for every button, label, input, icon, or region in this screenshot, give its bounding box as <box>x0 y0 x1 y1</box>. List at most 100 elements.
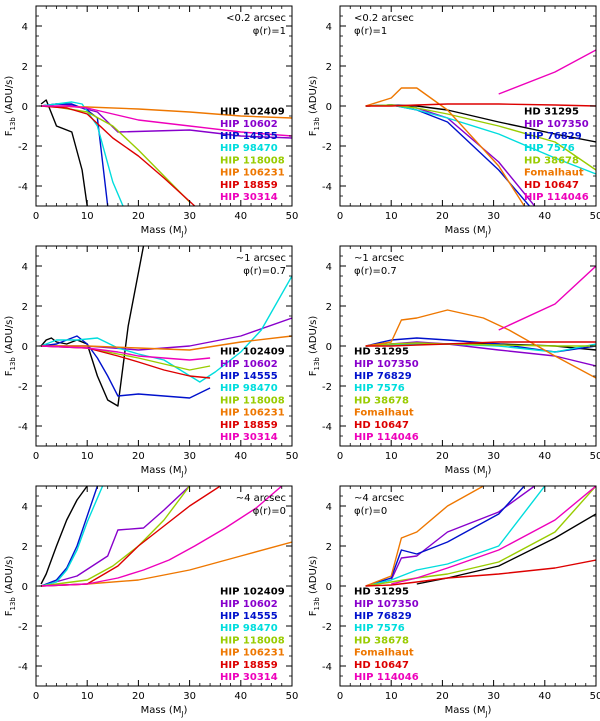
chart-panel-6: 0 10 20 30 40 50 -4 -2 0 2 4 Mass (MJ) F13b (ADU/s) ~… <box>308 485 600 718</box>
x-tick-label: 0 <box>33 691 39 702</box>
legend-entry-7: HIP 18859 <box>220 660 278 671</box>
series-line-7 <box>41 486 221 587</box>
series-line-7 <box>365 341 596 347</box>
y-tick-label: 2 <box>326 542 332 553</box>
annotation-line-1: ~1 arcsec <box>236 253 286 264</box>
y-tick-label: 0 <box>22 342 28 353</box>
y-tick-label: 2 <box>22 62 28 73</box>
x-tick-label: 30 <box>183 211 196 222</box>
series-line-4 <box>40 486 104 587</box>
x-tick-label: 40 <box>234 211 247 222</box>
legend-entry-4: HIP 7576 <box>524 143 575 154</box>
legend-entry-2: HIP 10602 <box>220 359 278 370</box>
legend-entry-4: HIP 98470 <box>220 383 278 394</box>
x-tick-label: 0 <box>337 691 343 702</box>
legend-entry-5: HD 38678 <box>354 395 409 406</box>
annotation-line-1: ~4 arcsec <box>354 493 404 504</box>
series-line-7 <box>365 559 596 587</box>
x-tick-label: 20 <box>132 211 145 222</box>
y-tick-label: 4 <box>326 502 332 513</box>
series-line-5 <box>41 486 191 587</box>
series-group <box>40 99 292 206</box>
y-tick-label: -2 <box>322 382 332 393</box>
chart-panel-1: 0 10 20 30 40 50 -4 -2 0 2 4 Mass (MJ) F13b (ADU/s) <… <box>4 5 299 238</box>
x-axis-label: Mass (MJ) <box>141 225 188 238</box>
legend-entry-8: HIP 30314 <box>220 432 278 443</box>
annotation-line-1: <0.2 arcsec <box>226 13 286 24</box>
x-tick-label: 50 <box>590 691 600 702</box>
chart-panel-4: 0 10 20 30 40 50 -4 -2 0 2 4 Mass (MJ) F13b (ADU/s) ~… <box>308 245 600 478</box>
y-tick-label: 0 <box>326 342 332 353</box>
series-line-8 <box>41 486 283 587</box>
y-tick-label: 0 <box>326 582 332 593</box>
y-tick-label: 2 <box>326 62 332 73</box>
legend-entry-1: HD 31295 <box>354 347 409 358</box>
annotation-line-2: φ(r)=1 <box>253 26 286 37</box>
legend-entry-5: HIP 118008 <box>220 635 285 646</box>
legend-entry-2: HIP 10602 <box>220 599 278 610</box>
series-line-5 <box>365 104 596 171</box>
series-line-6 <box>365 486 484 587</box>
series-line-6 <box>365 87 525 206</box>
y-axis-label: F13b (ADU/s) <box>4 316 17 377</box>
y-tick-label: 4 <box>22 502 28 513</box>
legend-entry-3: HIP 14555 <box>220 371 278 382</box>
y-tick-label: 0 <box>22 102 28 113</box>
legend-entry-8: HIP 114046 <box>524 192 589 203</box>
series-line-1 <box>40 246 145 407</box>
series-line-3 <box>40 486 99 587</box>
x-tick-label: 50 <box>286 211 299 222</box>
series-group <box>365 486 596 587</box>
legend-entry-2: HIP 107350 <box>354 359 419 370</box>
legend-entry-5: HIP 118008 <box>220 155 285 166</box>
legend-entry-4: HIP 98470 <box>220 623 278 634</box>
legend-entry-2: HIP 107350 <box>354 599 419 610</box>
y-axis-label: F13b (ADU/s) <box>4 556 17 617</box>
y-tick-label: 0 <box>326 102 332 113</box>
y-tick-label: -4 <box>18 662 28 673</box>
series-line-6 <box>365 309 596 379</box>
y-tick-label: 2 <box>22 302 28 313</box>
series-line-2 <box>41 317 292 351</box>
y-tick-label: 0 <box>22 582 28 593</box>
annotation-line-2: φ(r)=0.7 <box>243 266 286 277</box>
y-tick-label: -4 <box>322 662 332 673</box>
x-tick-label: 0 <box>337 451 343 462</box>
annotation-line-2: φ(r)=1 <box>354 26 387 37</box>
series-line-7 <box>365 103 596 107</box>
legend-entry-6: Fomalhaut <box>354 408 414 419</box>
x-tick-label: 20 <box>436 211 449 222</box>
y-tick-label: 2 <box>326 302 332 313</box>
legend-entry-8: HIP 30314 <box>220 672 278 683</box>
legend-entry-5: HIP 118008 <box>220 395 285 406</box>
x-axis-label: Mass (MJ) <box>445 705 492 718</box>
x-tick-label: 20 <box>132 691 145 702</box>
legend-entry-2: HIP 10602 <box>220 119 278 130</box>
legend-entry-3: HIP 76829 <box>354 611 412 622</box>
series-line-1 <box>40 486 88 585</box>
x-tick-label: 30 <box>183 451 196 462</box>
series-group <box>40 246 292 407</box>
y-tick-label: -4 <box>18 182 28 193</box>
series-line-3 <box>365 104 530 206</box>
x-tick-label: 40 <box>538 211 551 222</box>
annotation-line-2: φ(r)=0.7 <box>354 266 397 277</box>
y-tick-label: -2 <box>18 382 28 393</box>
x-axis-label: Mass (MJ) <box>141 705 188 718</box>
x-tick-label: 50 <box>590 451 600 462</box>
x-tick-label: 30 <box>183 691 196 702</box>
legend-entry-7: HD 10647 <box>524 180 579 191</box>
x-tick-label: 50 <box>590 211 600 222</box>
x-tick-label: 50 <box>286 451 299 462</box>
y-axis-label: F13b (ADU/s) <box>4 76 17 137</box>
y-tick-label: -4 <box>322 422 332 433</box>
x-tick-label: 10 <box>81 211 94 222</box>
legend-entry-7: HIP 18859 <box>220 180 278 191</box>
legend-entry-3: HIP 14555 <box>220 131 278 142</box>
y-tick-label: 4 <box>22 22 28 33</box>
legend-entry-6: Fomalhaut <box>354 648 414 659</box>
